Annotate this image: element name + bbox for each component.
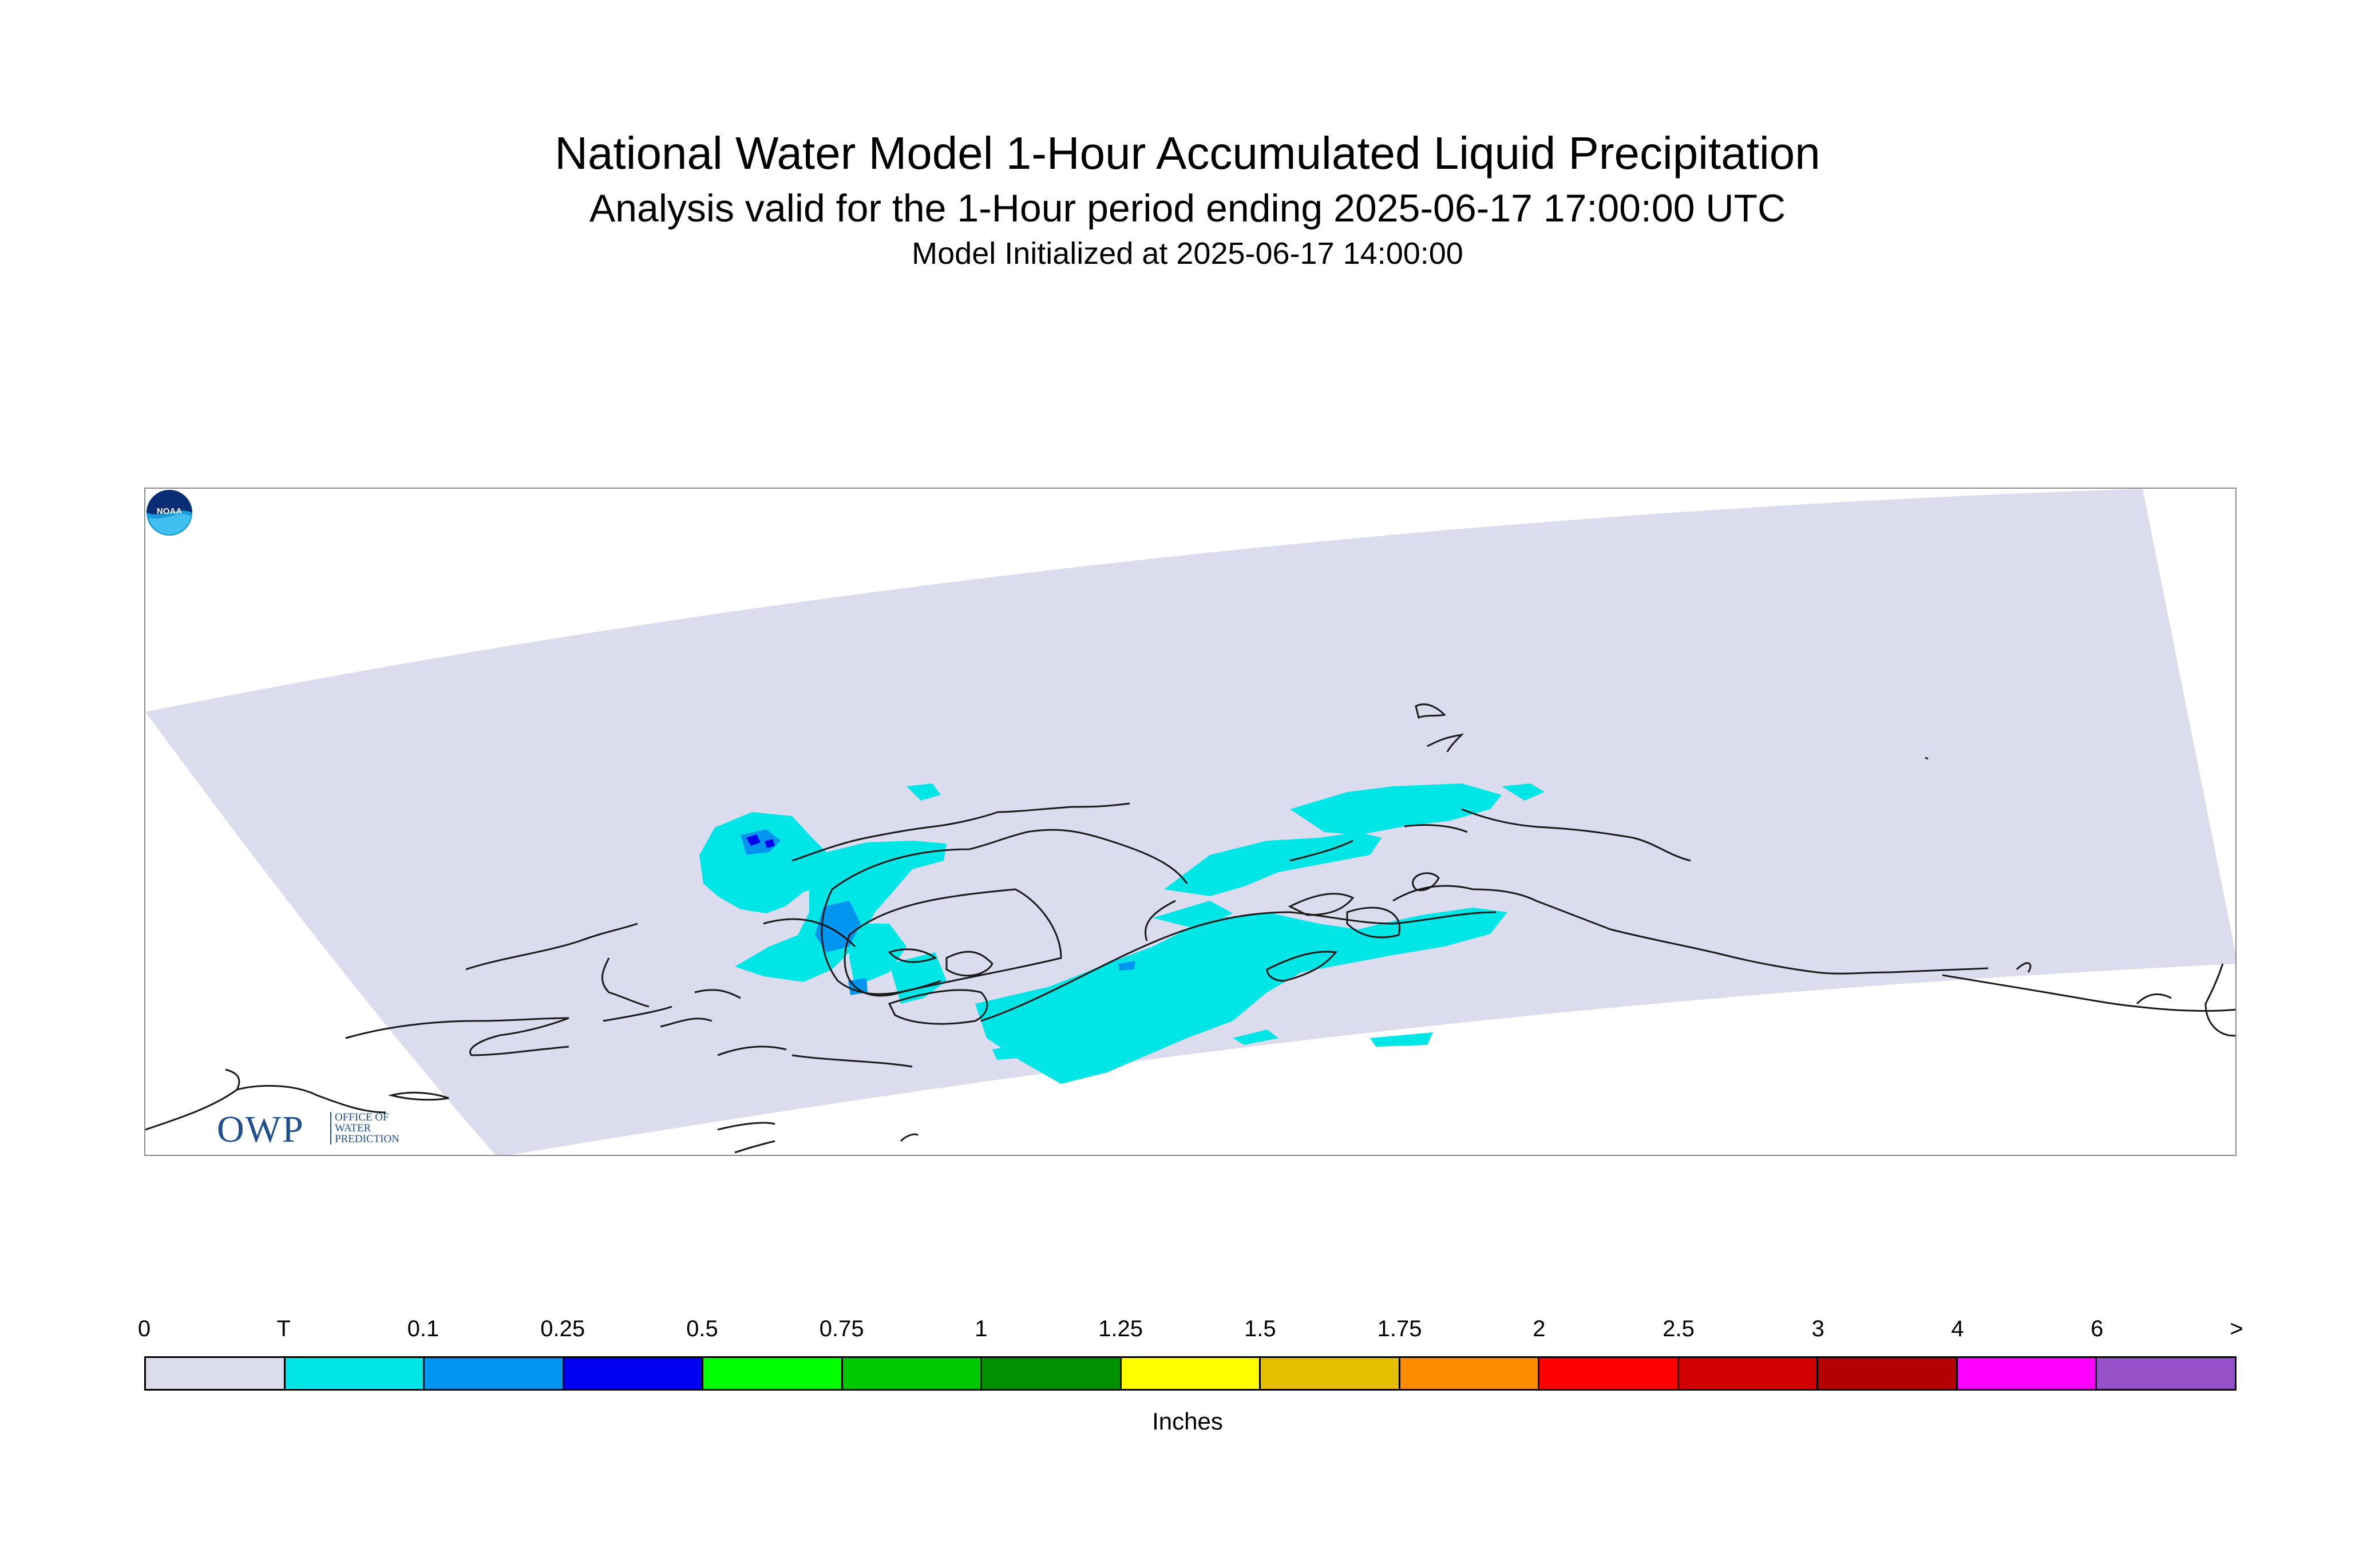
precip-0-25-areas xyxy=(746,834,775,848)
owp-logo-line: OFFICE OF xyxy=(335,1111,389,1123)
legend-swatch xyxy=(1261,1358,1400,1389)
owp-logo-line: WATER xyxy=(335,1122,371,1134)
map-canvas xyxy=(145,489,2235,1155)
legend-tick-label: 3 xyxy=(1811,1316,1824,1341)
legend-swatch xyxy=(703,1358,843,1389)
model-init-line: Model Initialized at 2025-06-17 14:00:00 xyxy=(912,236,1463,271)
legend-tick-label: T xyxy=(276,1316,291,1341)
legend-tick-label: 1.25 xyxy=(1098,1316,1143,1341)
legend-swatch xyxy=(1539,1358,1679,1389)
legend-tick-label: 1.5 xyxy=(1244,1316,1276,1341)
legend-swatch xyxy=(842,1358,983,1389)
precip-0-1-areas xyxy=(741,829,1135,995)
legend-tick-label: 0.25 xyxy=(540,1316,585,1341)
legend-units-label: Inches xyxy=(1152,1408,1223,1435)
legend-swatch xyxy=(1818,1358,1958,1389)
noaa-logo: NOAA xyxy=(147,490,192,536)
legend-tick-label: 0.5 xyxy=(686,1316,718,1341)
legend-tick-label: 6 xyxy=(2091,1316,2104,1341)
coastlines xyxy=(145,703,2235,1154)
legend-tick-label: > xyxy=(2230,1316,2243,1341)
legend-swatch xyxy=(982,1358,1122,1389)
legend-tick-label: 0.1 xyxy=(407,1316,440,1341)
noaa-logo-text: NOAA xyxy=(157,506,182,516)
legend-swatch xyxy=(1957,1358,2097,1389)
map-subtitle: Analysis valid for the 1-Hour period end… xyxy=(589,187,1786,230)
owp-logo-text: OFFICE OF WATER PREDICTION xyxy=(330,1112,399,1145)
precipitation-legend-bar xyxy=(144,1356,2237,1391)
legend-tick-label: 2.5 xyxy=(1662,1316,1695,1341)
owp-logo: OWP OFFICE OF WATER PREDICTION xyxy=(217,1110,457,1150)
precipitation-map: OWP OFFICE OF WATER PREDICTION NOAA xyxy=(144,488,2237,1156)
legend-tick-label: 4 xyxy=(1951,1316,1964,1341)
legend-tick-label: 2 xyxy=(1533,1316,1546,1341)
legend-swatch xyxy=(1679,1358,1819,1389)
legend-tick-label: 0 xyxy=(137,1316,151,1341)
map-title: National Water Model 1-Hour Accumulated … xyxy=(555,128,1820,179)
legend-swatch xyxy=(146,1358,286,1389)
legend-tick-label: 1 xyxy=(975,1316,988,1341)
legend-swatch xyxy=(2097,1358,2235,1389)
legend-swatch xyxy=(564,1358,704,1389)
legend-tick-label: 0.75 xyxy=(819,1316,864,1341)
owp-logo-line: PREDICTION xyxy=(335,1133,399,1145)
legend-swatch xyxy=(285,1358,425,1389)
owp-logo-letters: OWP xyxy=(217,1108,304,1150)
legend-tick-label: 1.75 xyxy=(1377,1316,1422,1341)
model-domain-area xyxy=(145,489,2235,1155)
legend-swatch xyxy=(425,1358,564,1389)
legend-swatch xyxy=(1121,1358,1261,1389)
legend-swatch xyxy=(1400,1358,1540,1389)
